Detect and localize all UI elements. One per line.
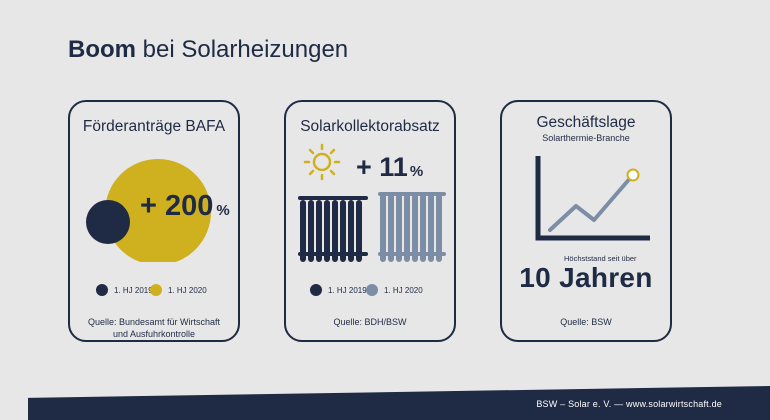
- kollektor-legend-2020: 1. HJ 2020: [366, 284, 423, 296]
- line-chart-trend: [548, 174, 634, 232]
- radiator-2019: [298, 196, 368, 262]
- legend-dot-2019: [96, 284, 108, 296]
- bafa-legend-2020: 1. HJ 2020: [150, 284, 207, 296]
- kollektor-percent-value: + 11: [356, 152, 408, 182]
- legend-label-2020: 1. HJ 2020: [384, 285, 423, 295]
- bubble-2019: [86, 200, 130, 244]
- kollektor-source: Quelle: BDH/BSW: [286, 316, 454, 328]
- bafa-source-line-2: und Ausfuhrkontrolle: [112, 329, 196, 339]
- geschaeftslage-caption: Höchststand seit über: [564, 254, 637, 263]
- radiator-icon: [298, 192, 446, 262]
- kollektor-source-line-1: Quelle: BDH/BSW: [333, 317, 407, 327]
- sun-icon: [303, 143, 341, 181]
- title-bold: Boom: [68, 36, 136, 63]
- geschaeftslage-big-text: 10 Jahren: [519, 262, 653, 293]
- legend-label-2019: 1. HJ 2019: [328, 285, 367, 295]
- bafa-source: Quelle: Bundesamt für Wirtschaft und Aus…: [70, 316, 238, 340]
- bafa-percent-value: + 200: [140, 190, 214, 222]
- line-chart-axes: [535, 156, 650, 241]
- bafa-percent-sign: %: [216, 202, 230, 219]
- footer-text: BSW – Solar e. V. — www.solarwirtschaft.…: [536, 399, 722, 409]
- kollektor-percent-sign: %: [409, 163, 424, 180]
- title-rest: bei Solarheizungen: [136, 36, 349, 63]
- geschaeftslage-source: Quelle: BSW: [502, 316, 670, 328]
- bafa-legend-2019: 1. HJ 2019: [96, 284, 153, 296]
- radiator-2020: [378, 192, 446, 262]
- card-geschaeftslage: Geschäftslage Solarthermie-Branche Höchs…: [500, 100, 672, 342]
- card-kollektor-title: Solarkollektorabsatz: [300, 118, 440, 135]
- bafa-percent: + 200%: [140, 190, 230, 223]
- kollektor-percent: + 11%: [356, 152, 423, 183]
- legend-dot-2020: [150, 284, 162, 296]
- card-bafa: Förderanträge BAFA + 200% 1. HJ 2019 1. …: [68, 100, 240, 342]
- card-geschaeftslage-title: Geschäftslage: [536, 114, 636, 131]
- legend-label-2020: 1. HJ 2020: [168, 285, 207, 295]
- line-chart-peak-marker: [626, 168, 640, 182]
- legend-label-2019: 1. HJ 2019: [114, 285, 153, 295]
- geschaeftslage-source-line-1: Quelle: BSW: [560, 317, 612, 327]
- bubble-comparison-icon: [86, 159, 211, 262]
- legend-dot-2019: [310, 284, 322, 296]
- line-chart-icon: [535, 156, 650, 241]
- card-bafa-title: Förderanträge BAFA: [82, 118, 226, 135]
- page-title: Boom bei Solarheizungen: [68, 36, 348, 64]
- bafa-source-line-1: Quelle: Bundesamt für Wirtschaft: [87, 317, 221, 327]
- card-geschaeftslage-subtitle: Solarthermie-Branche: [542, 133, 630, 143]
- card-kollektor: Solarkollektorabsatz + 11% 1.: [284, 100, 456, 342]
- legend-dot-2020: [366, 284, 378, 296]
- kollektor-legend-2019: 1. HJ 2019: [310, 284, 367, 296]
- bubble-2020: [105, 159, 211, 262]
